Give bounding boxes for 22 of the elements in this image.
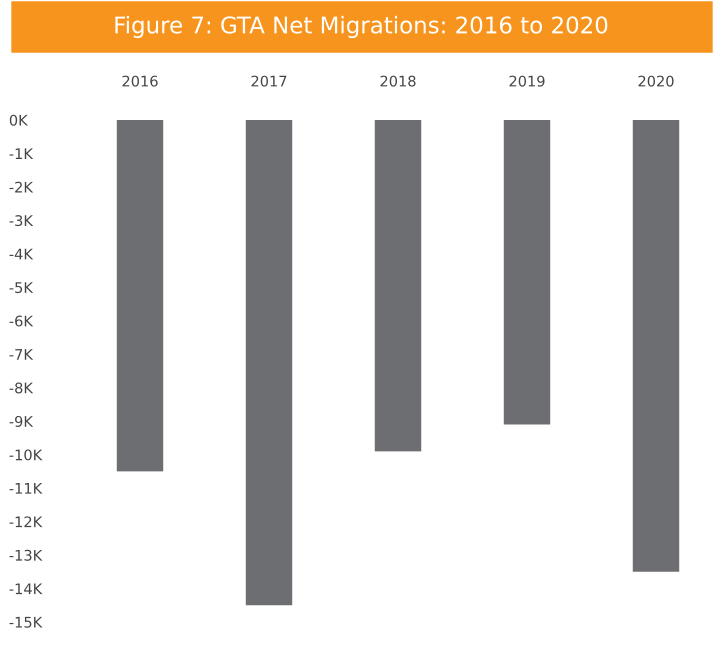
y-tick-label: -15K: [10, 616, 43, 628]
x-tick-label: 2020: [638, 76, 674, 87]
y-tick-label: -13K: [10, 550, 43, 561]
x-tick-label: 2017: [252, 76, 286, 87]
y-tick-label: -11K: [10, 483, 43, 494]
chart-title: Figure 7: GTA Net Migrations: 2016 to 2020: [115, 16, 608, 38]
y-tick-label: -12K: [10, 516, 43, 528]
y-tick-label: -3K: [10, 215, 34, 226]
x-tick-label: 2016: [122, 76, 158, 87]
y-tick-label: -14K: [10, 583, 43, 594]
y-tick-label: -2K: [10, 182, 34, 192]
y-tick-label: -9K: [10, 416, 34, 427]
x-tick-label: 2018: [380, 76, 416, 87]
y-tick-label: -8K: [10, 382, 34, 394]
x-tick-label: 2019: [510, 76, 545, 87]
y-tick-label: -7K: [10, 349, 34, 360]
y-tick-label: -6K: [10, 316, 34, 327]
y-tick-label: 0K: [10, 114, 28, 126]
y-tick-label: -4K: [10, 248, 34, 260]
y-tick-label: -1K: [10, 148, 34, 160]
y-tick-label: -5K: [10, 282, 34, 294]
y-tick-label: -10K: [10, 449, 43, 460]
